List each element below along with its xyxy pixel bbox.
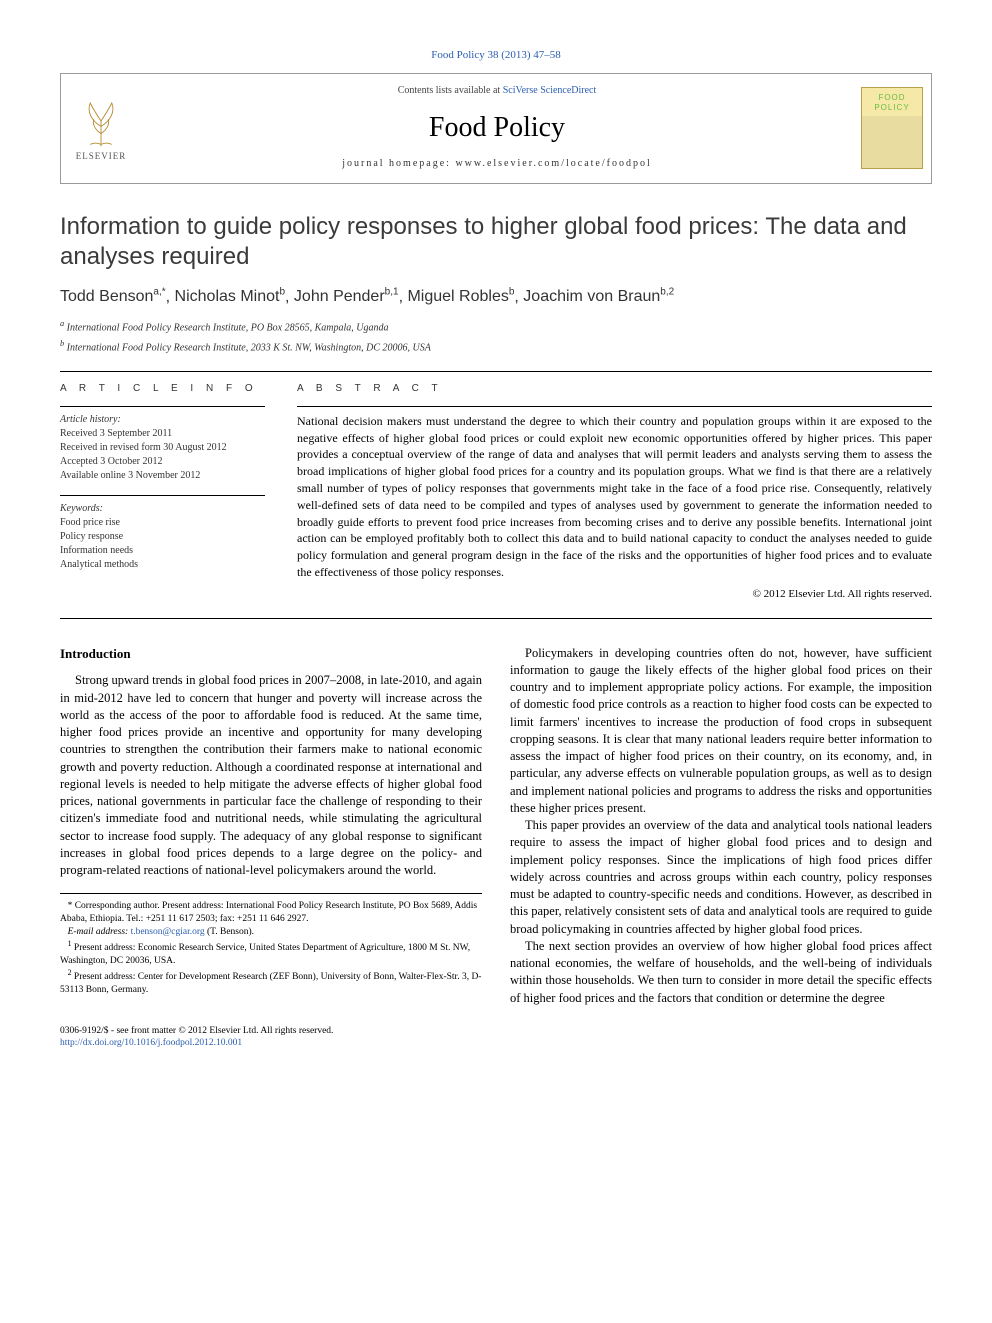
- journal-homepage-line: journal homepage: www.elsevier.com/locat…: [149, 157, 845, 171]
- author-1: Todd Bensona,*: [60, 288, 166, 305]
- affiliation-a: a International Food Policy Research Ins…: [60, 318, 932, 335]
- keywords-label: Keywords:: [60, 502, 265, 516]
- body-paragraph: The next section provides an overview of…: [510, 938, 932, 1007]
- abstract-rule: [297, 406, 932, 407]
- history-line: Accepted 3 October 2012: [60, 455, 265, 469]
- history-line: Received 3 September 2011: [60, 427, 265, 441]
- abstract-text: National decision makers must understand…: [297, 413, 932, 581]
- affiliation-b: b International Food Policy Research Ins…: [60, 338, 932, 355]
- article-info-column: A R T I C L E I N F O Article history: R…: [60, 382, 265, 601]
- author-4: Miguel Roblesb: [407, 288, 514, 305]
- history-line: Available online 3 November 2012: [60, 469, 265, 483]
- email-label: E-mail address:: [68, 927, 131, 937]
- homepage-url: www.elsevier.com/locate/foodpol: [455, 158, 651, 169]
- corresponding-author-note: * Corresponding author. Present address:…: [60, 900, 482, 926]
- front-matter-footer: 0306-9192/$ - see front matter © 2012 El…: [60, 1025, 932, 1050]
- abstract-heading: A B S T R A C T: [297, 382, 932, 396]
- homepage-prefix: journal homepage:: [342, 158, 455, 169]
- journal-reference: Food Policy 38 (2013) 47–58: [60, 48, 932, 63]
- author-5: Joachim von Braunb,2: [523, 288, 674, 305]
- keywords-block: Keywords: Food price rise Policy respons…: [60, 502, 265, 572]
- rule-bottom: [60, 618, 932, 619]
- rule-top: [60, 371, 932, 372]
- history-line: Received in revised form 30 August 2012: [60, 441, 265, 455]
- journal-cover-icon: FOOD POLICY: [861, 87, 923, 169]
- author-3: John Penderb,1: [294, 288, 399, 305]
- author-email-link[interactable]: t.benson@cgiar.org: [131, 927, 205, 937]
- section-heading-introduction: Introduction: [60, 645, 482, 663]
- elsevier-tree-icon: [74, 94, 128, 148]
- keyword: Information needs: [60, 544, 265, 558]
- sciencedirect-link[interactable]: SciVerse ScienceDirect: [503, 85, 597, 96]
- info-rule-1: [60, 406, 265, 407]
- footnotes-block: * Corresponding author. Present address:…: [60, 893, 482, 996]
- email-suffix: (T. Benson).: [205, 927, 254, 937]
- footnote-1: 1 Present address: Economic Research Ser…: [60, 939, 482, 968]
- abstract-copyright: © 2012 Elsevier Ltd. All rights reserved…: [297, 587, 932, 602]
- keyword: Analytical methods: [60, 558, 265, 572]
- contents-prefix: Contents lists available at: [398, 85, 503, 96]
- journal-header: ELSEVIER Contents lists available at Sci…: [60, 73, 932, 184]
- cover-thumb-cell: FOOD POLICY: [853, 74, 931, 183]
- authors-line: Todd Bensona,*, Nicholas Minotb, John Pe…: [60, 286, 932, 308]
- keyword: Policy response: [60, 530, 265, 544]
- article-history-block: Article history: Received 3 September 20…: [60, 413, 265, 483]
- doi-link[interactable]: http://dx.doi.org/10.1016/j.foodpol.2012…: [60, 1038, 242, 1048]
- history-label: Article history:: [60, 413, 265, 427]
- abstract-column: A B S T R A C T National decision makers…: [297, 382, 932, 601]
- cover-title-2: POLICY: [862, 103, 922, 114]
- publisher-logo-cell: ELSEVIER: [61, 74, 141, 183]
- journal-name-large: Food Policy: [149, 109, 845, 147]
- contents-lists-line: Contents lists available at SciVerse Sci…: [149, 84, 845, 98]
- body-paragraph: Strong upward trends in global food pric…: [60, 672, 482, 879]
- body-paragraph: This paper provides an overview of the d…: [510, 817, 932, 938]
- article-title: Information to guide policy responses to…: [60, 212, 932, 272]
- keyword: Food price rise: [60, 516, 265, 530]
- info-rule-2: [60, 495, 265, 496]
- body-columns: Introduction Strong upward trends in glo…: [60, 645, 932, 1007]
- issn-copyright-line: 0306-9192/$ - see front matter © 2012 El…: [60, 1025, 932, 1037]
- footnote-2: 2 Present address: Center for Developmen…: [60, 968, 482, 997]
- body-paragraph: Policymakers in developing countries oft…: [510, 645, 932, 818]
- email-line: E-mail address: t.benson@cgiar.org (T. B…: [60, 926, 482, 939]
- header-center: Contents lists available at SciVerse Sci…: [141, 74, 853, 183]
- elsevier-label: ELSEVIER: [76, 150, 127, 162]
- article-info-heading: A R T I C L E I N F O: [60, 382, 265, 396]
- author-2: Nicholas Minotb: [175, 288, 286, 305]
